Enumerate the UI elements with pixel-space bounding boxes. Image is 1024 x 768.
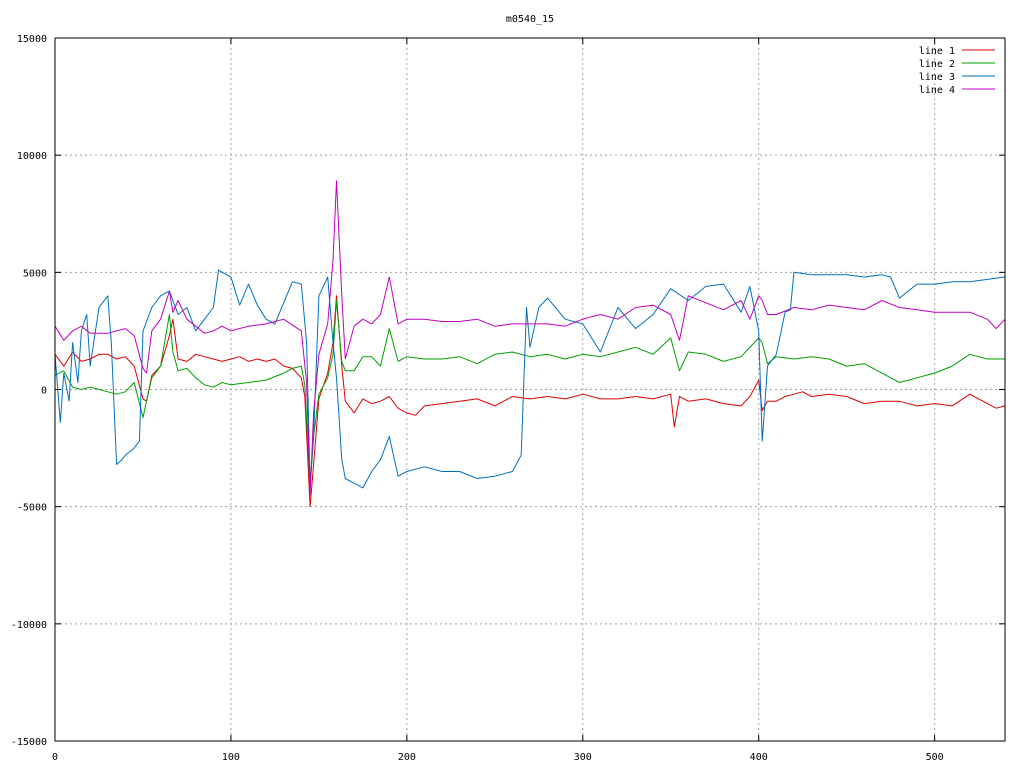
x-tick-label: 0 xyxy=(52,752,58,763)
x-tick-label: 100 xyxy=(222,752,240,763)
series-line-3 xyxy=(54,269,1006,489)
y-tick-label: 0 xyxy=(41,386,47,397)
legend-label: line 1 xyxy=(919,46,955,57)
y-tick-label: -15000 xyxy=(11,737,47,748)
chart-title: m0540_15 xyxy=(506,14,554,25)
y-tick-label: -5000 xyxy=(17,503,47,514)
x-tick-label: 300 xyxy=(574,752,592,763)
y-tick-label: 5000 xyxy=(23,268,47,279)
legend-label: line 3 xyxy=(919,72,955,83)
series-line-1 xyxy=(54,295,1006,508)
y-tick-label: 15000 xyxy=(17,34,47,45)
legend: line 1 line 2 line 3 line 4 xyxy=(919,46,995,96)
x-tick-label: 400 xyxy=(750,752,768,763)
x-tick-label: 200 xyxy=(398,752,416,763)
legend-label: line 4 xyxy=(919,85,955,96)
y-tick-label: 10000 xyxy=(17,151,47,162)
series-lines xyxy=(54,180,1006,508)
plot-frame xyxy=(54,37,1006,742)
grid-lines xyxy=(55,38,1005,741)
series-line-4 xyxy=(54,180,1006,496)
y-tick-label: -10000 xyxy=(11,620,47,631)
legend-label: line 2 xyxy=(919,59,955,70)
x-tick-label: 500 xyxy=(926,752,944,763)
axis-ticks: 0 100 200 300 400 500 -15000 -10000 -5000 0 5000 10… xyxy=(11,34,1005,763)
